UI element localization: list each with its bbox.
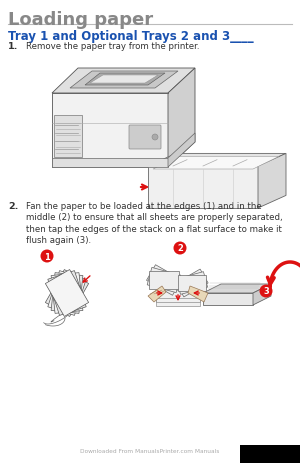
Polygon shape [148, 287, 166, 302]
Polygon shape [203, 284, 271, 294]
Polygon shape [146, 265, 182, 296]
Polygon shape [85, 74, 165, 86]
Polygon shape [148, 154, 286, 167]
Text: Loading paper: Loading paper [8, 11, 153, 29]
Text: 2: 2 [177, 244, 183, 253]
Polygon shape [168, 134, 195, 168]
FancyBboxPatch shape [54, 116, 82, 158]
Polygon shape [52, 159, 168, 168]
Polygon shape [52, 94, 168, 168]
Bar [240, 445, 300, 463]
Polygon shape [70, 72, 178, 89]
Polygon shape [148, 167, 258, 208]
Polygon shape [253, 284, 271, 305]
Bar [156, 298, 200, 307]
Text: Tray 1 and Optional Trays 2 and 3____: Tray 1 and Optional Trays 2 and 3____ [8, 30, 253, 43]
Polygon shape [51, 273, 83, 313]
Polygon shape [176, 269, 208, 297]
Text: Fan the paper to be loaded at the edges (1) and in the
middle (2) to ensure that: Fan the paper to be loaded at the edges … [26, 201, 283, 245]
Polygon shape [45, 270, 88, 317]
Circle shape [173, 242, 187, 255]
Bar [156, 294, 200, 302]
Polygon shape [188, 287, 208, 302]
Bar [156, 290, 200, 298]
Polygon shape [90, 76, 158, 84]
Polygon shape [45, 270, 88, 317]
Polygon shape [51, 273, 83, 313]
Polygon shape [168, 69, 195, 168]
Text: 1.: 1. [8, 42, 18, 51]
Circle shape [40, 250, 53, 263]
Text: 2.: 2. [8, 201, 18, 211]
Polygon shape [149, 271, 179, 289]
Text: Downloaded From ManualsPrinter.com Manuals: Downloaded From ManualsPrinter.com Manua… [80, 448, 220, 453]
Polygon shape [203, 294, 253, 305]
Polygon shape [153, 157, 279, 169]
Text: Remove the paper tray from the printer.: Remove the paper tray from the printer. [26, 42, 200, 51]
Polygon shape [176, 272, 208, 295]
Text: 1: 1 [44, 252, 50, 261]
Circle shape [152, 135, 158, 141]
Text: 3: 3 [263, 287, 269, 296]
Polygon shape [147, 268, 181, 293]
FancyBboxPatch shape [129, 126, 161, 150]
Polygon shape [48, 271, 86, 316]
Polygon shape [48, 271, 86, 316]
Polygon shape [52, 69, 195, 94]
Polygon shape [178, 275, 206, 291]
Polygon shape [258, 154, 286, 208]
Circle shape [260, 285, 272, 298]
